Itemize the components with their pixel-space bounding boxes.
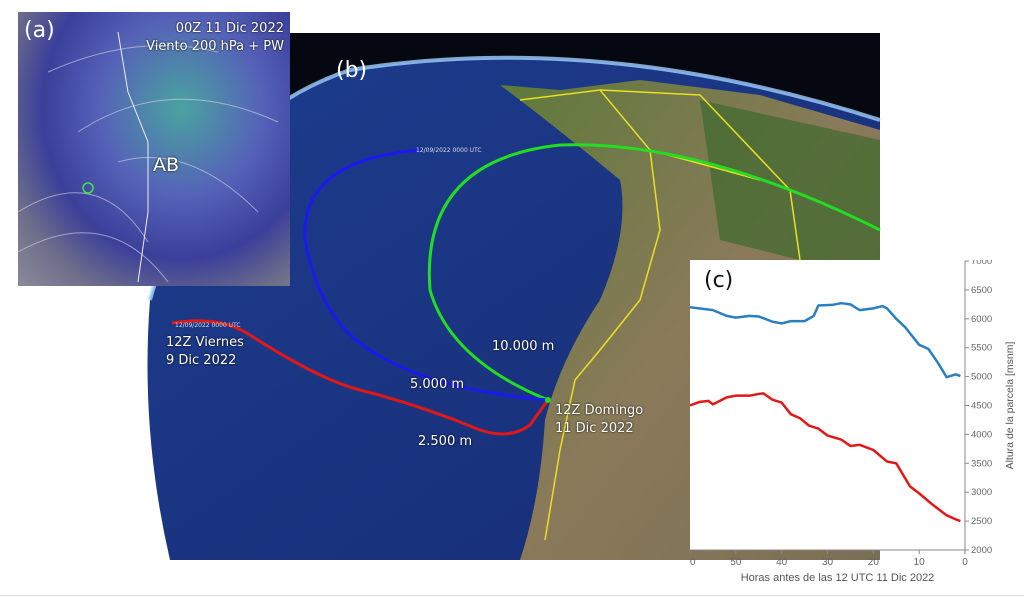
inset-wind-map: (a) 00Z 11 Dic 2022 Viento 200 hPa + PW … [18, 12, 290, 286]
series-line-0 [690, 301, 961, 379]
panel-b-label: (b) [336, 58, 368, 83]
x-tick-label: 0 [962, 557, 968, 568]
arrival-point-marker [545, 397, 551, 403]
start-time-line1: 12Z Viernes [166, 335, 244, 350]
height-label-blue: 5.000 m [410, 377, 465, 392]
panel-a-field: Viento 200 hPa + PW [146, 39, 284, 54]
x-axis-label: Horas antes de las 12 UTC 11 Dic 2022 [741, 572, 935, 584]
panel-c-label: (c) [704, 268, 734, 293]
start-time-line2: 9 Dic 2022 [166, 353, 237, 368]
y-tick-label: 5000 [971, 372, 992, 383]
end-time-line1: 12Z Domingo [555, 403, 644, 418]
y-tick-label: 3500 [971, 458, 992, 469]
country-borders [519, 89, 661, 541]
coastline [117, 31, 149, 283]
y-tick-label: 4000 [971, 429, 992, 440]
end-time-line2: 11 Dic 2022 [555, 421, 634, 436]
y-tick-label: 6000 [971, 314, 992, 325]
trajectory-blue-5000m [303, 148, 549, 402]
trajectory-green-10000m [427, 143, 881, 402]
location-circle-marker [82, 182, 94, 194]
y-axis-label: Altura de la parcela [msnm] [1004, 342, 1016, 470]
y-tick-label: 5500 [971, 343, 992, 354]
streamlines [18, 31, 279, 283]
start-stamp-red: 12/09/2022 0000 UTC [175, 322, 241, 329]
y-tick-label: 3000 [971, 487, 992, 498]
feature-label-ab: AB [153, 154, 180, 176]
bottom-rule [0, 595, 1024, 596]
y-tick-label: 2500 [971, 516, 992, 527]
y-tick-label: 4500 [971, 401, 992, 412]
x-tick-label: 40 [776, 557, 788, 568]
x-tick-label: 50 [730, 557, 742, 568]
plot-area [690, 260, 965, 550]
panel-a-time: 00Z 11 Dic 2022 [175, 21, 284, 36]
panel-a-label: (a) [24, 18, 55, 43]
y-tick-label: 6500 [971, 285, 992, 296]
height-label-green: 10.000 m [492, 339, 555, 354]
height-label-red: 2.500 m [418, 434, 473, 449]
trajectory-red-2500m [171, 319, 550, 436]
y-tick-label: 7000 [971, 260, 992, 267]
start-stamp-blue: 12/09/2022 0000 UTC [416, 147, 482, 154]
series-line-1 [690, 392, 961, 523]
x-tick-label: 30 [822, 557, 834, 568]
y-tick-label: 2000 [971, 545, 992, 556]
x-tick-label: 20 [868, 557, 880, 568]
x-tick-label: 10 [914, 557, 926, 568]
x-tick-label: 60 [690, 557, 696, 568]
